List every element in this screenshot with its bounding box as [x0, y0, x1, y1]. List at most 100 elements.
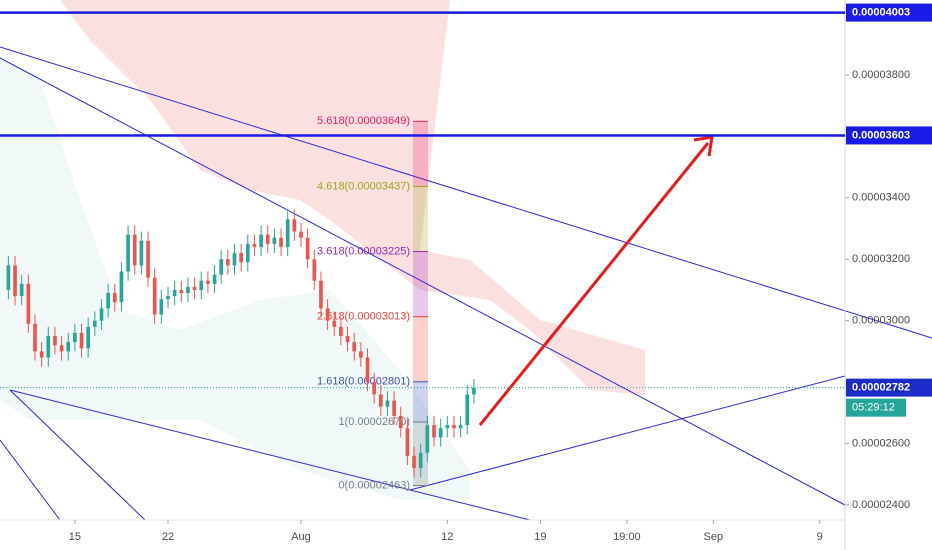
candle-body: [438, 428, 443, 438]
countdown: 05:29:12: [852, 402, 895, 414]
x-tick-label: 19:00: [613, 531, 641, 543]
horizontal-line-box: [846, 126, 932, 145]
candle-body: [385, 400, 390, 407]
band: [0, 60, 470, 500]
candle-body: [259, 234, 263, 247]
candle-body: [33, 323, 37, 352]
candle-body: [425, 425, 430, 453]
candle-body: [398, 415, 403, 429]
x-tick-label: Aug: [291, 531, 311, 543]
candle-body: [245, 243, 250, 263]
candle-body: [412, 455, 416, 469]
candle-body: [19, 283, 24, 297]
candle-body: [432, 425, 436, 438]
candle-body: [166, 296, 170, 300]
trend-line: [409, 375, 846, 491]
y-tick-label: 0.00003800: [852, 69, 910, 81]
fib-label: 4.618(0.00003437): [317, 180, 410, 192]
candle-body: [93, 320, 97, 327]
y-tick-label: 0.00003200: [852, 253, 910, 265]
fib-zone: [413, 186, 428, 252]
candle-body: [146, 240, 150, 278]
y-tick-label: 0.00002600: [852, 437, 910, 449]
fib-label: 1(0.00002670): [338, 416, 410, 428]
candle-body: [226, 259, 230, 266]
x-tick-label: 22: [162, 531, 174, 543]
candle-body: [206, 280, 210, 284]
arrow-head: [693, 135, 714, 157]
candle-body: [119, 271, 124, 303]
x-tick-label: 19: [534, 531, 546, 543]
fib-zone: [413, 316, 428, 382]
candle-body: [272, 237, 277, 244]
candle-body: [372, 382, 376, 395]
candle-body: [112, 293, 117, 303]
candle-body: [46, 336, 51, 358]
candle-body: [219, 259, 224, 275]
x-tick-label: 9: [817, 531, 823, 543]
candle-body: [152, 277, 157, 315]
candle-body: [192, 286, 197, 290]
horizontal-line-box: [846, 3, 932, 22]
fib-label: 5.618(0.00003649): [317, 115, 410, 127]
candle-body: [53, 336, 57, 346]
trend-line: [0, 439, 61, 521]
candle-body: [405, 428, 410, 456]
trend-line: [9, 389, 531, 521]
candle-body: [465, 394, 470, 426]
x-tick-label: Sep: [704, 531, 724, 543]
candle-body: [132, 234, 137, 266]
trend-line: [0, 46, 932, 339]
candle-body: [305, 237, 310, 260]
candle-body: [452, 425, 456, 429]
current-price-label: 0.00002782: [852, 382, 910, 394]
candle-body: [378, 394, 383, 407]
y-tick-label: 0.00003000: [852, 315, 910, 327]
candle-body: [285, 219, 290, 247]
candle-body: [126, 234, 130, 272]
y-tick-label: 0.00002400: [852, 499, 910, 511]
arrow: [478, 142, 710, 426]
candle-body: [39, 351, 44, 358]
candle-body: [392, 400, 396, 416]
candle-body: [339, 326, 343, 337]
fib-label: 1.618(0.00002801): [317, 376, 410, 388]
candle-body: [66, 342, 71, 352]
candle-body: [279, 237, 283, 247]
candle-body: [265, 234, 270, 244]
candle-body: [458, 425, 463, 429]
candle-body: [345, 336, 350, 343]
x-tick-label: 15: [69, 531, 81, 543]
fib-zone: [413, 381, 428, 423]
candle-body: [86, 326, 91, 349]
drawings: [0, 0, 932, 521]
trend-line: [9, 389, 146, 521]
horizontal-line-label: 0.00004003: [852, 6, 910, 18]
candle-body: [239, 253, 243, 263]
candle-body: [445, 425, 450, 429]
fib-zone: [413, 251, 428, 317]
y-tick-label: 0.00003400: [852, 192, 910, 204]
candle-body: [418, 452, 423, 469]
candle-body: [365, 357, 370, 383]
cloud: [60, 0, 645, 395]
trend-line: [0, 57, 846, 506]
candle-body: [79, 332, 84, 349]
candle-body: [292, 219, 297, 232]
countdown-box: [846, 398, 906, 417]
candle-body: [472, 387, 476, 395]
fib-label: 3.618(0.00003225): [317, 245, 410, 257]
candle-body: [232, 253, 237, 266]
candle-body: [186, 286, 190, 294]
candle-body: [26, 283, 31, 324]
candle-body: [212, 274, 217, 284]
candle-body: [325, 308, 330, 321]
candle-body: [179, 289, 184, 294]
candle-body: [359, 351, 363, 358]
candle-body: [59, 345, 64, 352]
candle-body: [252, 243, 257, 247]
candle-body: [73, 332, 77, 343]
candle-body: [332, 320, 337, 327]
candle-body: [99, 308, 104, 321]
